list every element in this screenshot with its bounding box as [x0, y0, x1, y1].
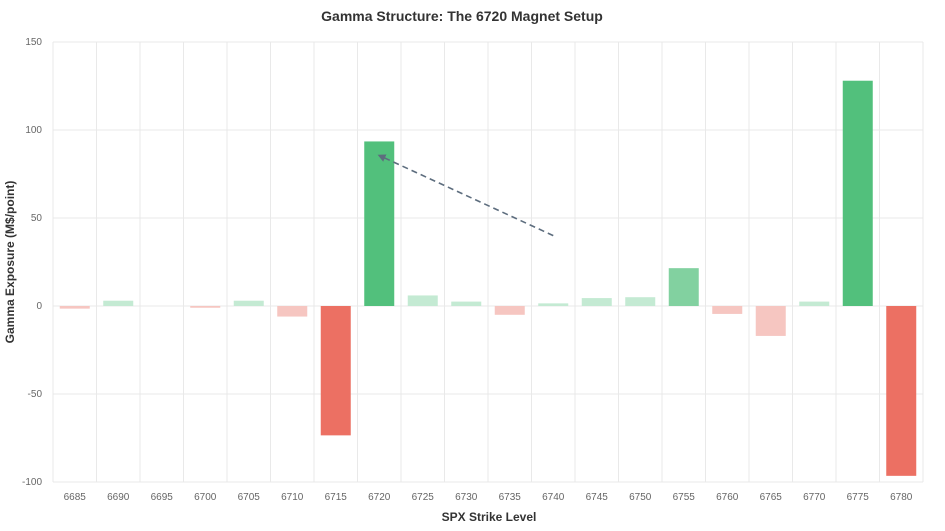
- x-tick-label: 6700: [194, 492, 217, 503]
- bar-6720: [364, 141, 395, 306]
- x-tick-label: 6780: [890, 492, 913, 503]
- x-tick-label: 6760: [716, 492, 739, 503]
- annotation-layer: [377, 154, 554, 237]
- x-axis-label: SPX Strike Level: [442, 510, 537, 524]
- x-tick-label: 6715: [325, 492, 348, 503]
- bar-6735: [494, 306, 525, 315]
- x-tick-label: 6775: [847, 492, 870, 503]
- y-tick-label: -50: [28, 389, 43, 400]
- x-tick-label: 6735: [499, 492, 522, 503]
- bar-layer: [59, 80, 917, 476]
- bar-6700: [190, 306, 221, 308]
- x-tick-label: 6730: [455, 492, 478, 503]
- x-tick-label: 6755: [673, 492, 696, 503]
- bar-6715: [320, 306, 351, 436]
- y-tick-label: 150: [25, 37, 42, 48]
- bar-6685: [59, 306, 90, 309]
- y-tick-label: 50: [31, 213, 43, 224]
- bar-6710: [277, 306, 308, 317]
- x-axis-ticks: 6685 6690 6695 6700 6705 6710 6715 6720 6725 6730…: [64, 492, 913, 503]
- bar-6750: [625, 297, 656, 306]
- bar-6770: [799, 301, 830, 306]
- x-tick-label: 6770: [803, 492, 826, 503]
- x-tick-label: 6685: [64, 492, 87, 503]
- x-tick-label: 6745: [586, 492, 609, 503]
- bar-6730: [451, 301, 482, 306]
- y-axis-ticks: 150 100 50 0 -50 -100: [22, 37, 42, 488]
- bar-6740: [538, 303, 569, 306]
- x-tick-label: 6705: [238, 492, 261, 503]
- bar-6760: [712, 306, 743, 314]
- bar-6775: [842, 80, 873, 306]
- x-tick-label: 6765: [760, 492, 783, 503]
- x-tick-label: 6710: [281, 492, 304, 503]
- y-tick-label: 0: [36, 301, 42, 312]
- x-tick-label: 6740: [542, 492, 565, 503]
- x-tick-label: 6725: [412, 492, 435, 503]
- y-axis-label: Gamma Exposure (M$/point): [3, 181, 17, 344]
- bar-6725: [407, 295, 438, 306]
- bar-6780: [886, 306, 917, 476]
- grid-layer: [52, 41, 924, 483]
- bar-6690: [103, 300, 134, 306]
- chart-title: Gamma Structure: The 6720 Magnet Setup: [321, 8, 603, 24]
- y-tick-label: -100: [22, 477, 42, 488]
- magnet-arrow: [377, 154, 554, 237]
- x-tick-label: 6720: [368, 492, 391, 503]
- bar-6765: [755, 306, 786, 336]
- bar-6745: [581, 298, 612, 306]
- x-tick-label: 6750: [629, 492, 652, 503]
- bar-6705: [233, 300, 264, 306]
- y-tick-label: 100: [25, 125, 42, 136]
- x-tick-label: 6695: [151, 492, 174, 503]
- bar-6755: [668, 268, 699, 306]
- x-tick-label: 6690: [107, 492, 130, 503]
